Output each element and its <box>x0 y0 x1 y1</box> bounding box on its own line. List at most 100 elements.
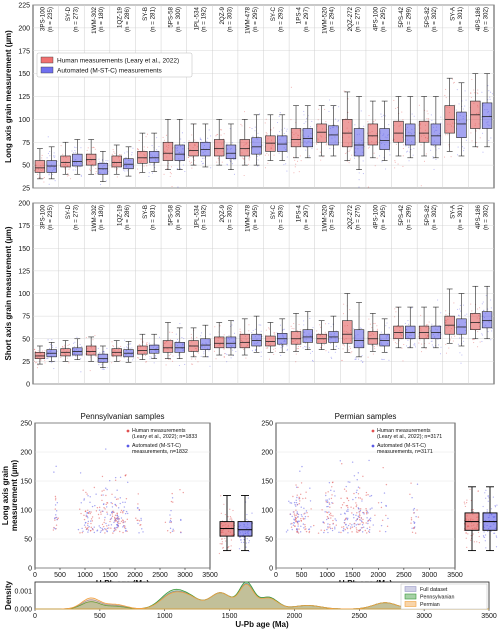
data-point <box>376 328 378 330</box>
data-point <box>187 156 189 158</box>
data-point <box>92 146 95 148</box>
data-point <box>331 529 334 532</box>
data-point <box>471 78 473 81</box>
data-point <box>347 524 350 527</box>
data-point <box>127 344 129 346</box>
data-point <box>106 513 109 515</box>
data-point <box>36 361 38 363</box>
data-point <box>293 501 296 504</box>
data-point <box>457 343 459 345</box>
data-point <box>490 299 492 301</box>
sample-count: (n = 295) <box>380 205 387 230</box>
data-point <box>477 346 479 348</box>
data-point <box>145 343 147 345</box>
box <box>137 151 148 164</box>
data-point <box>379 155 381 157</box>
data-point <box>278 115 280 117</box>
data-point <box>119 154 121 156</box>
data-point <box>286 151 289 153</box>
legend-label: Automated (M-ST-C) measurements <box>57 68 163 75</box>
data-point <box>248 159 250 161</box>
legend-swatch <box>40 66 54 74</box>
data-point <box>305 491 307 493</box>
sample-count: (n = 302) <box>431 7 438 32</box>
data-point <box>402 165 404 167</box>
data-point <box>460 362 462 364</box>
data-point <box>38 177 40 179</box>
data-point <box>488 90 490 92</box>
data-point <box>215 135 217 137</box>
y-tick-label: 125 <box>18 268 30 275</box>
data-point <box>382 114 385 116</box>
data-point <box>298 323 300 326</box>
box <box>46 160 57 173</box>
data-point <box>158 336 161 338</box>
data-point <box>338 106 340 108</box>
data-point <box>54 180 56 182</box>
data-point <box>459 334 461 336</box>
data-point <box>412 154 414 156</box>
data-point <box>34 351 36 353</box>
data-point <box>361 531 364 533</box>
data-point <box>389 154 391 156</box>
data-point <box>288 500 290 502</box>
data-point <box>206 140 208 142</box>
data-point <box>123 509 125 512</box>
data-point <box>251 350 253 352</box>
data-point <box>456 154 459 156</box>
data-point <box>318 108 320 110</box>
x-tick-label: 3500 <box>447 572 463 579</box>
data-point <box>36 367 39 369</box>
data-point <box>260 351 262 353</box>
data-point <box>420 185 422 187</box>
data-point <box>358 487 361 489</box>
data-point <box>332 515 334 517</box>
data-point <box>90 522 92 525</box>
data-point <box>97 513 100 516</box>
data-point <box>89 512 91 515</box>
data-point <box>136 507 139 509</box>
data-point <box>355 524 357 526</box>
data-point <box>54 519 56 521</box>
data-point <box>35 350 37 353</box>
data-point <box>305 121 307 123</box>
data-point <box>311 120 313 122</box>
data-point <box>481 91 483 93</box>
data-point <box>296 530 299 533</box>
data-point <box>367 494 369 496</box>
data-point <box>354 496 357 499</box>
data-point <box>94 148 96 150</box>
x-tick-label: 500 <box>94 613 106 620</box>
data-point <box>463 340 465 342</box>
data-point <box>426 118 428 120</box>
data-point <box>221 161 223 163</box>
data-point <box>297 532 300 534</box>
data-point <box>126 530 128 533</box>
data-point <box>122 501 124 503</box>
data-point <box>106 530 109 533</box>
data-point <box>67 344 69 346</box>
data-point <box>231 324 233 326</box>
data-point <box>116 489 118 491</box>
data-point <box>309 500 312 502</box>
data-point <box>49 155 51 157</box>
data-point <box>383 492 386 494</box>
data-point <box>283 164 285 166</box>
data-point <box>334 351 336 353</box>
data-point <box>300 160 302 162</box>
data-point <box>371 327 373 329</box>
data-point <box>83 498 85 500</box>
data-point <box>496 536 498 538</box>
data-point <box>346 504 349 507</box>
data-point <box>145 361 147 363</box>
y-axis-label: Long axis grainmeasurement (µm) <box>1 460 19 532</box>
data-point <box>342 313 345 315</box>
data-point <box>327 505 329 508</box>
data-point <box>401 111 403 113</box>
legend-label: Full dataset <box>420 587 448 593</box>
box <box>97 353 109 363</box>
data-point <box>120 520 123 523</box>
x-tick-label: 1500 <box>102 572 118 579</box>
data-point <box>192 363 194 365</box>
data-point <box>408 145 410 147</box>
